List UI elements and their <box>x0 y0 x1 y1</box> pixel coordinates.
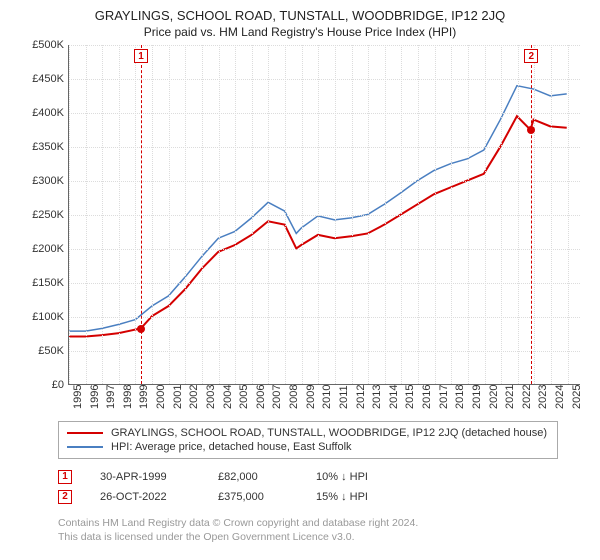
marker-vline <box>531 45 532 384</box>
y-tick-label: £500K <box>20 39 64 51</box>
transaction-date: 30-APR-1999 <box>100 471 190 483</box>
y-tick-label: £150K <box>20 277 64 289</box>
legend: GRAYLINGS, SCHOOL ROAD, TUNSTALL, WOODBR… <box>58 421 558 459</box>
marker-box: 2 <box>524 49 538 63</box>
legend-swatch-red <box>67 432 103 434</box>
y-tick-label: £50K <box>20 345 64 357</box>
down-arrow-icon: ↓ <box>341 491 347 503</box>
transaction-row: 2 26-OCT-2022 £375,000 15% ↓ HPI <box>58 487 590 507</box>
chart-area: £0 £50K £100K £150K £200K £250K £300K £350K £400… <box>20 45 580 415</box>
attribution-line: This data is licensed under the Open Gov… <box>58 531 590 545</box>
legend-row: HPI: Average price, detached house, East… <box>67 440 549 454</box>
chart-subtitle: Price paid vs. HM Land Registry's House … <box>10 25 590 39</box>
transaction-diff: 15% ↓ HPI <box>316 491 368 503</box>
legend-row: GRAYLINGS, SCHOOL ROAD, TUNSTALL, WOODBR… <box>67 426 549 440</box>
chart-container: GRAYLINGS, SCHOOL ROAD, TUNSTALL, WOODBR… <box>0 0 600 560</box>
legend-label: HPI: Average price, detached house, East… <box>111 441 352 453</box>
y-tick-label: £0 <box>20 379 64 391</box>
y-tick-label: £250K <box>20 209 64 221</box>
transaction-row: 1 30-APR-1999 £82,000 10% ↓ HPI <box>58 467 590 487</box>
down-arrow-icon: ↓ <box>341 471 347 483</box>
y-tick-label: £400K <box>20 107 64 119</box>
chart-title: GRAYLINGS, SCHOOL ROAD, TUNSTALL, WOODBR… <box>10 8 590 23</box>
attribution: Contains HM Land Registry data © Crown c… <box>58 517 590 544</box>
attribution-line: Contains HM Land Registry data © Crown c… <box>58 517 590 531</box>
x-tick-label: 2025 <box>571 385 595 409</box>
y-tick-label: £450K <box>20 73 64 85</box>
transaction-diff: 10% ↓ HPI <box>316 471 368 483</box>
y-tick-label: £200K <box>20 243 64 255</box>
transaction-price: £375,000 <box>218 491 288 503</box>
legend-swatch-blue <box>67 446 103 448</box>
transactions-table: 1 30-APR-1999 £82,000 10% ↓ HPI 2 26-OCT… <box>58 467 590 507</box>
plot-region: 12 <box>68 45 580 385</box>
transaction-price: £82,000 <box>218 471 288 483</box>
transaction-date: 26-OCT-2022 <box>100 491 190 503</box>
marker-box: 1 <box>134 49 148 63</box>
y-tick-label: £300K <box>20 175 64 187</box>
transaction-marker-box: 1 <box>58 470 72 484</box>
legend-label: GRAYLINGS, SCHOOL ROAD, TUNSTALL, WOODBR… <box>111 427 547 439</box>
y-tick-label: £350K <box>20 141 64 153</box>
marker-dot <box>527 126 535 134</box>
transaction-marker-box: 2 <box>58 490 72 504</box>
y-tick-label: £100K <box>20 311 64 323</box>
marker-dot <box>137 325 145 333</box>
